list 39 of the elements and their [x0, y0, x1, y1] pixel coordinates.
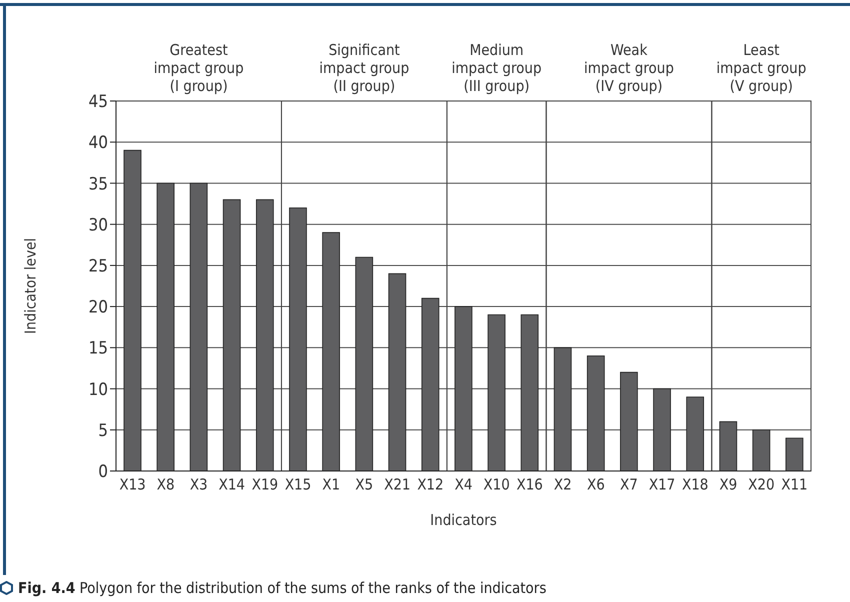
y-tick-label: 10 — [88, 380, 108, 400]
y-tick-label: 15 — [88, 338, 108, 359]
x-tick-label: X16 — [516, 476, 543, 494]
band-label: Greatest impact group (I group) — [154, 41, 244, 95]
x-tick-label: X2 — [554, 476, 572, 494]
band-label: Medium impact group (III group) — [452, 41, 542, 95]
x-tick-label: X9 — [719, 476, 738, 494]
x-tick-label: X20 — [748, 476, 775, 494]
caption: Fig. 4.4 Polygon for the distribution of the sums of the ranks of the indicators — [18, 579, 546, 597]
x-tick-label: X12 — [417, 476, 444, 494]
x-tick-label: X21 — [384, 476, 411, 494]
y-tick-label: 40 — [88, 133, 108, 154]
y-tick-label: 35 — [88, 174, 108, 194]
x-tick-label: X6 — [586, 476, 605, 494]
band-label: Least impact group (V group) — [716, 41, 806, 95]
x-tick-label: X19 — [252, 476, 278, 494]
x-tick-label: X1 — [322, 476, 340, 494]
x-tick-label: X15 — [284, 476, 312, 494]
x-tick-label: X14 — [218, 476, 246, 494]
x-tick-label: X8 — [156, 476, 175, 494]
y-axis-title: Indicator level — [21, 238, 40, 334]
y-tick-label: 5 — [98, 420, 108, 441]
x-tick-label: X18 — [682, 476, 708, 494]
x-tick-label: X3 — [190, 476, 208, 494]
x-tick-label: X17 — [648, 476, 676, 494]
y-tick-label: 0 — [98, 462, 108, 482]
x-tick-label: X5 — [355, 476, 374, 494]
y-tick-label: 20 — [88, 298, 108, 318]
y-tick-label: 30 — [88, 215, 108, 236]
band-label: Weak impact group (IV group) — [584, 41, 674, 95]
y-tick-label: 25 — [88, 256, 108, 276]
x-tick-label: X10 — [483, 476, 510, 494]
x-axis-title: Indicators — [430, 511, 497, 529]
y-tick-label: 45 — [88, 92, 108, 112]
x-tick-label: X13 — [119, 476, 146, 494]
x-tick-label: X4 — [454, 476, 472, 494]
band-label: Significant impact group (II group) — [319, 41, 410, 95]
x-tick-label: X7 — [620, 476, 638, 494]
x-tick-label: X11 — [781, 476, 808, 494]
